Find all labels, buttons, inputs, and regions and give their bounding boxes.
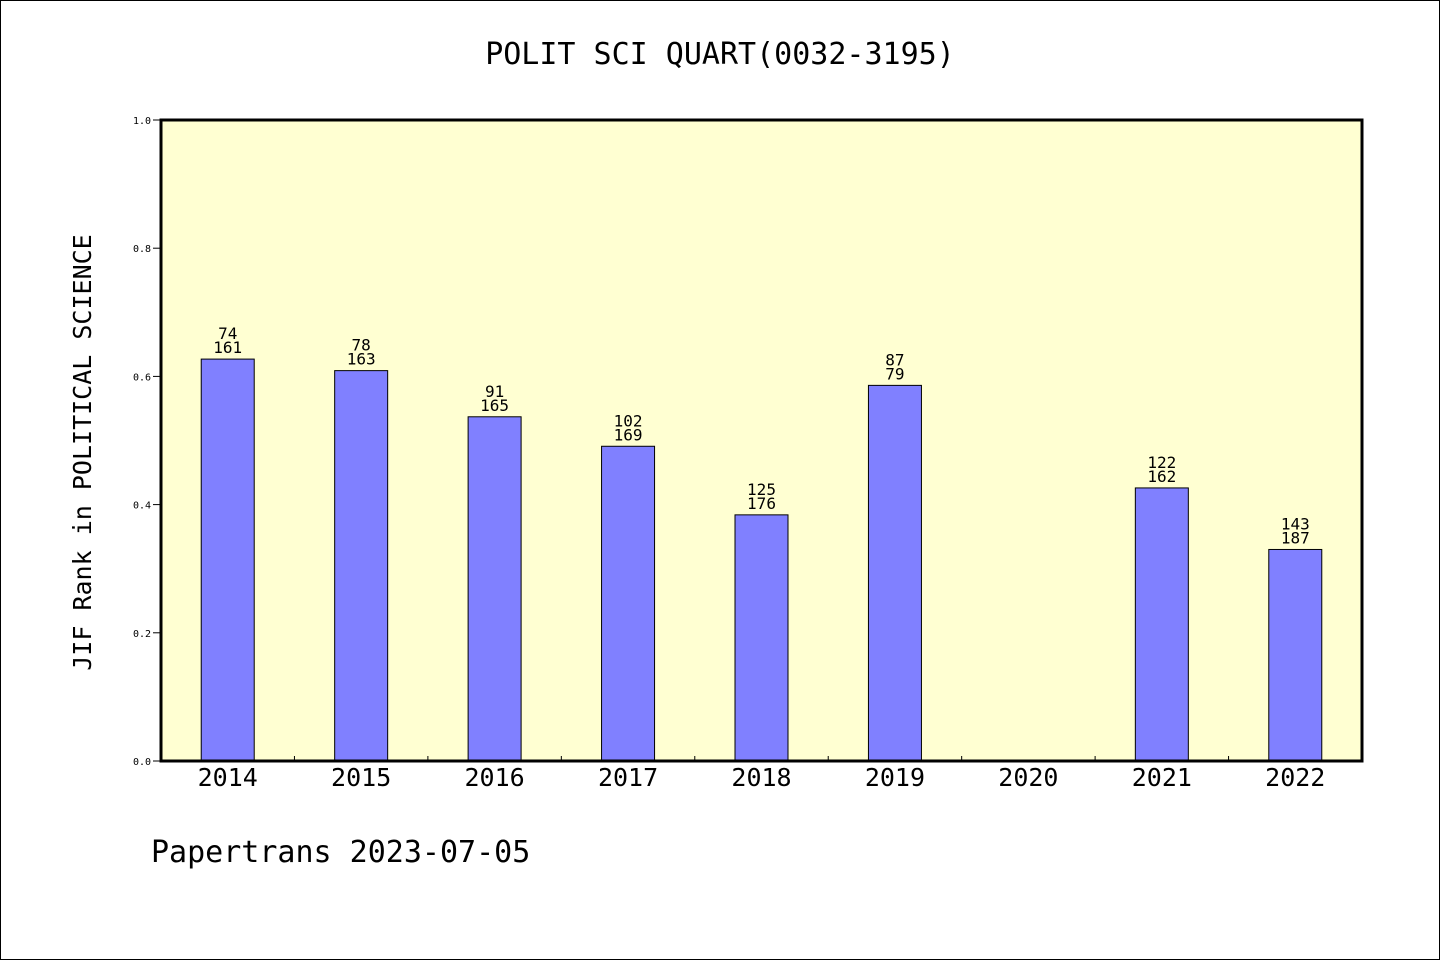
x-tick-label: 2018 — [731, 763, 791, 792]
x-tick-label: 2020 — [998, 763, 1058, 792]
y-tick-label: 0.6 — [133, 372, 151, 383]
y-tick-label: 0.2 — [133, 629, 151, 640]
bar-2017 — [601, 445, 656, 762]
x-tick-label: 2015 — [331, 763, 391, 792]
y-tick-label: 0.0 — [133, 757, 151, 768]
chart-title: POLIT SCI QUART(0032-3195) — [485, 37, 955, 72]
bar-2016 — [467, 416, 522, 762]
plot-border — [159, 118, 1364, 763]
y-tick-label: 1.0 — [133, 116, 151, 127]
bar-2019 — [867, 384, 922, 762]
total-label: 187 — [1281, 528, 1310, 547]
total-label: 163 — [347, 350, 376, 369]
x-axis: 2014 2015 2016 2017 2018 2019 2020 2021 2022 — [198, 756, 1325, 792]
rank-label: 91 — [485, 382, 504, 401]
x-tick-label: 2017 — [598, 763, 658, 792]
total-label: 169 — [614, 425, 643, 444]
x-tick-label: 2022 — [1265, 763, 1325, 792]
total-label: 176 — [747, 494, 776, 513]
rank-label: 87 — [885, 350, 904, 369]
bar-2022 — [1268, 548, 1323, 762]
bar-2014 — [200, 358, 255, 762]
total-label: 165 — [480, 396, 509, 415]
y-axis: 0.0 0.2 0.4 0.6 0.8 1.0 — [133, 116, 161, 768]
x-tick-label: 2021 — [1132, 763, 1192, 792]
y-tick-label: 0.4 — [133, 501, 151, 512]
rank-label: 78 — [352, 336, 371, 355]
x-tick-label: 2019 — [865, 763, 925, 792]
rank-label: 125 — [747, 480, 776, 499]
rank-label: 102 — [614, 411, 643, 430]
total-label: 162 — [1147, 467, 1176, 486]
bars-layer — [200, 358, 1323, 762]
x-tick-label: 2014 — [198, 763, 258, 792]
rank-label: 143 — [1281, 514, 1310, 533]
x-tick-label: 2016 — [465, 763, 525, 792]
bar-2018 — [734, 514, 789, 762]
total-label: 79 — [885, 364, 904, 383]
bar-2015 — [334, 370, 389, 762]
bar-2021 — [1134, 487, 1189, 762]
footer-text: Papertrans 2023-07-05 — [151, 835, 531, 870]
y-tick-label: 0.8 — [133, 244, 151, 255]
total-label: 161 — [213, 338, 242, 357]
rank-label: 74 — [218, 324, 237, 343]
y-axis-label: JIF Rank in POLITICAL SCIENCE — [68, 234, 97, 671]
rank-label: 122 — [1147, 453, 1176, 472]
